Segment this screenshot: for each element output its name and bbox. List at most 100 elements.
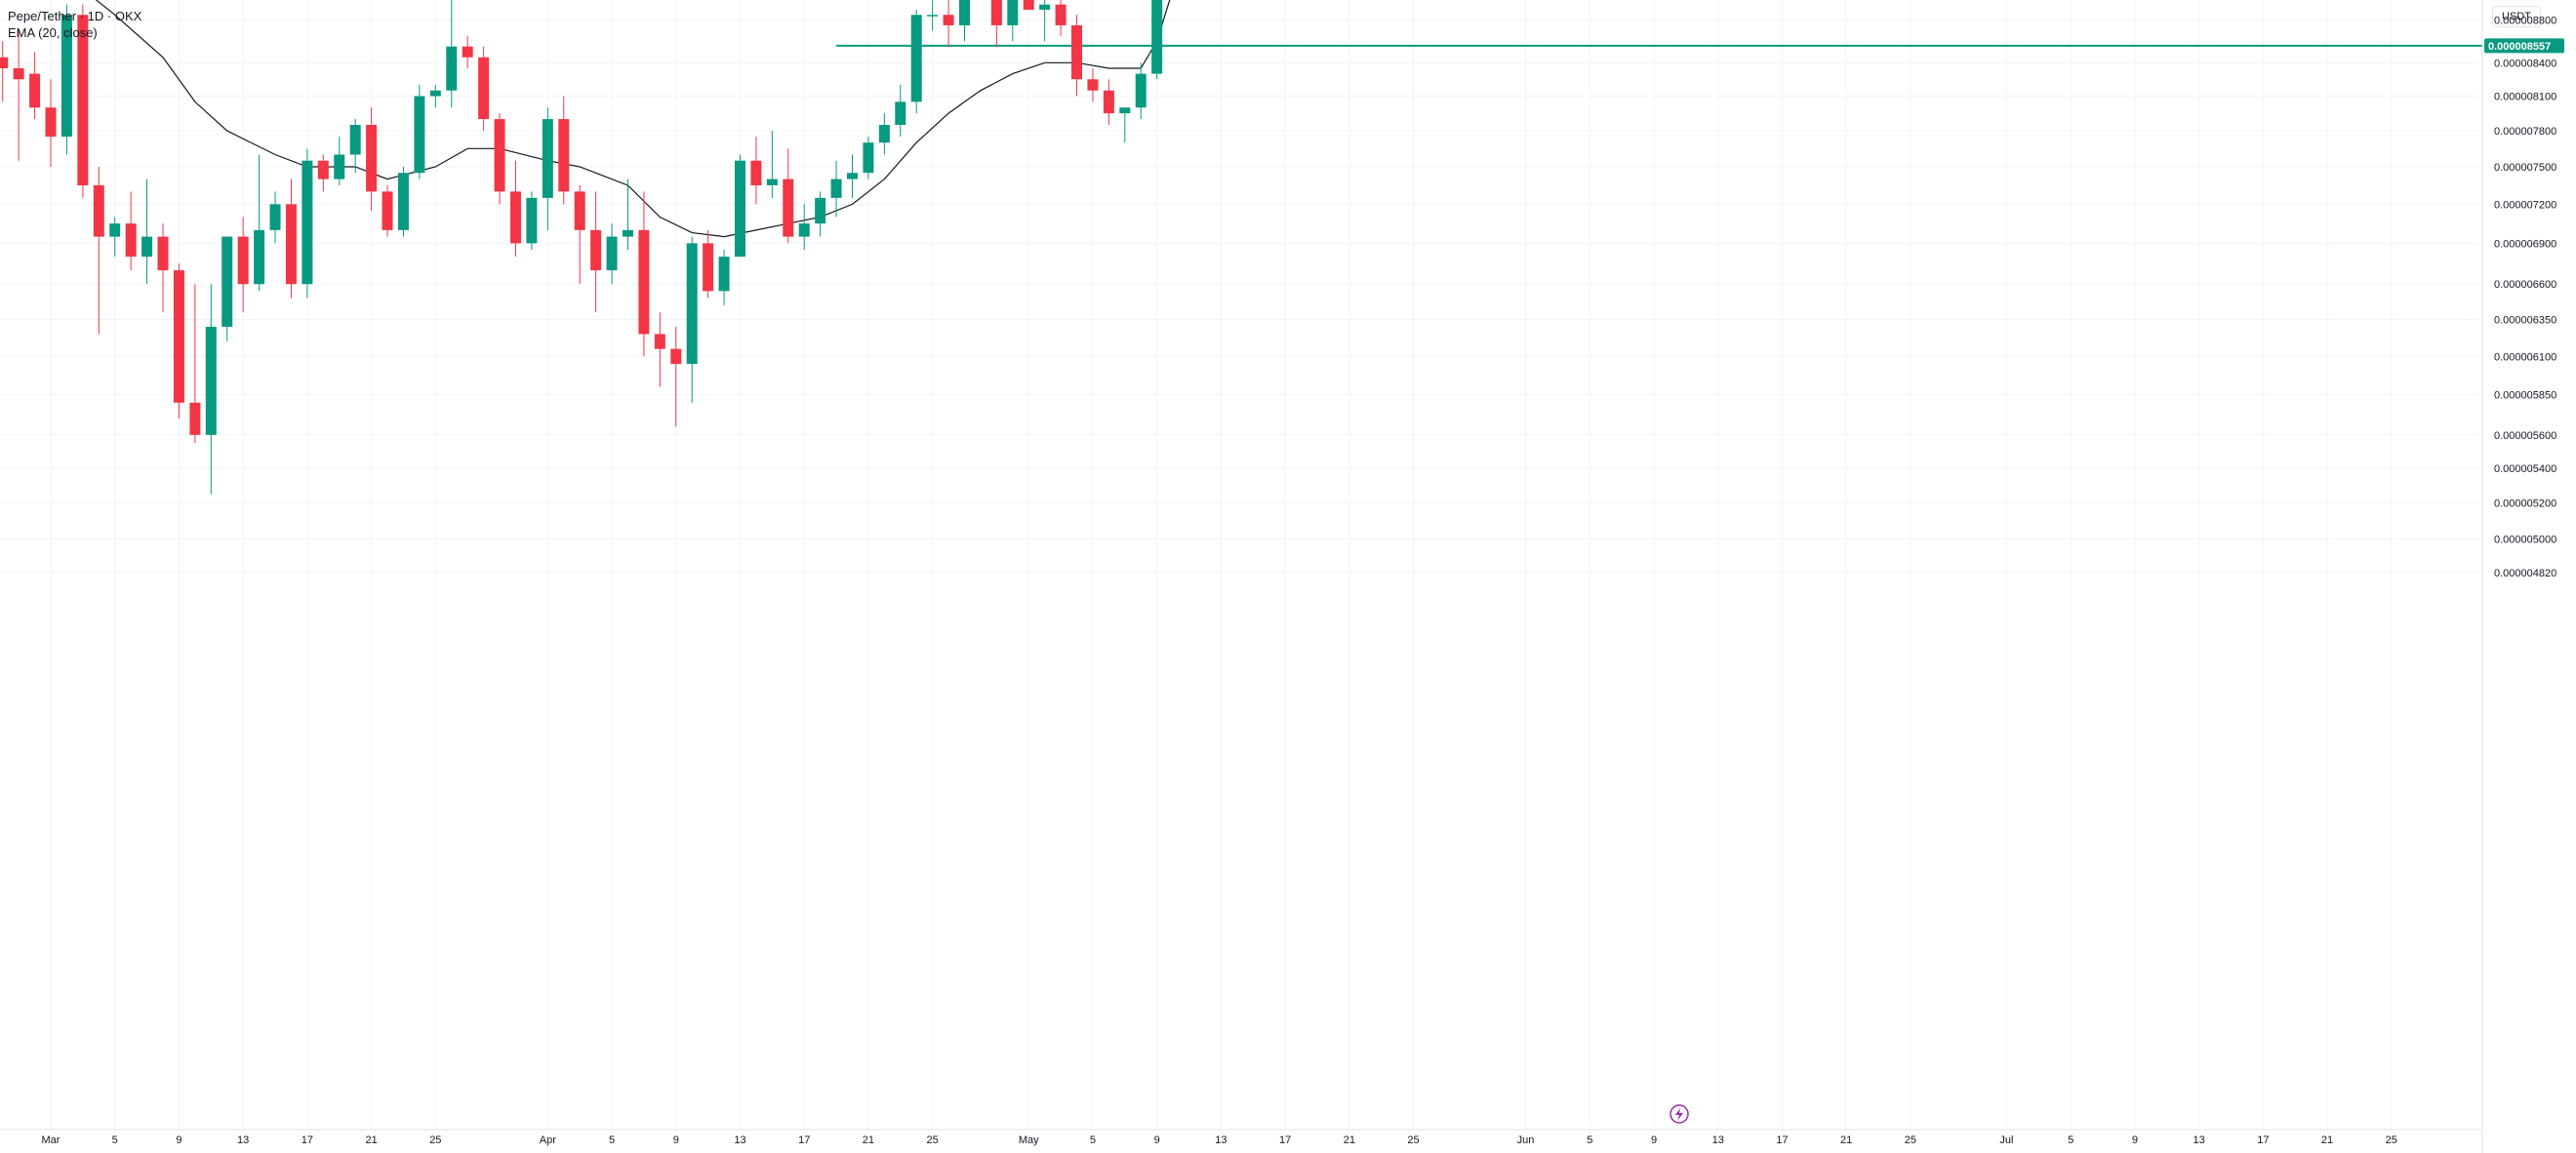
indicator-label[interactable]: EMA (20, close) [8,25,98,40]
candle-body [0,57,9,68]
candle[interactable] [606,223,618,285]
candle[interactable] [29,52,41,120]
candle[interactable] [670,326,682,427]
y-tick-label: 0.000006900 [2494,238,2556,250]
candle[interactable] [1055,0,1067,36]
candle[interactable] [542,107,553,230]
candle[interactable] [1023,0,1034,10]
x-tick-label: 25 [927,1134,939,1146]
candle[interactable] [847,154,858,198]
candle[interactable] [1087,67,1099,102]
candle[interactable] [878,113,890,155]
candle[interactable] [703,229,714,298]
candle[interactable] [1151,0,1163,80]
candle[interactable] [990,0,1002,47]
candle[interactable] [77,4,89,198]
candle[interactable] [205,284,217,495]
candle[interactable] [173,263,184,419]
candle[interactable] [1103,79,1114,126]
candle[interactable] [654,312,665,387]
candle-body [1071,24,1083,80]
candle[interactable] [366,107,378,211]
candle[interactable] [141,179,153,285]
candle-body [798,223,810,237]
candle-body [686,243,698,365]
candle[interactable] [750,137,762,205]
candle[interactable] [462,35,473,68]
candle[interactable] [927,0,939,31]
candle[interactable] [349,119,361,174]
candle[interactable] [13,30,24,161]
y-tick-label: 0.000006350 [2494,315,2556,327]
candle[interactable] [382,184,393,237]
candle[interactable] [334,137,345,185]
candle[interactable] [254,154,265,292]
candle[interactable] [798,204,810,251]
candle[interactable] [574,184,585,285]
candle[interactable] [558,96,570,205]
x-tick-label: 5 [609,1134,615,1146]
candle[interactable] [317,154,329,192]
candle[interactable] [526,191,538,251]
candle[interactable] [1007,0,1019,42]
candle[interactable] [157,223,169,313]
candle[interactable] [622,179,633,251]
candles [0,0,1163,495]
candle-body [750,160,762,185]
candle[interactable] [509,160,521,258]
candle[interactable] [221,236,233,342]
candle[interactable] [1071,15,1083,97]
candle[interactable] [60,4,72,155]
ema-line[interactable] [3,0,1686,238]
candle[interactable] [109,217,121,258]
candle[interactable] [429,85,441,108]
horizontal-lines [836,44,2482,47]
candle[interactable] [910,9,922,114]
x-tick-label: 25 [1905,1134,1916,1146]
symbol-title[interactable]: Pepe/Tether · 1D · OKX [8,9,142,23]
candle[interactable] [638,191,650,357]
x-tick-label: 17 [1279,1134,1291,1146]
candle[interactable] [414,85,425,179]
candle-body [1039,4,1051,10]
currency-selector[interactable]: USDT [2492,6,2541,27]
candle[interactable] [397,166,409,237]
candle[interactable] [1135,62,1147,120]
candle[interactable] [45,79,57,167]
candle[interactable] [237,217,249,313]
candle[interactable] [590,191,602,313]
y-tick-label: 0.000005200 [2494,498,2556,510]
candle[interactable] [302,148,313,298]
candle[interactable] [125,191,137,271]
candle[interactable] [783,148,794,244]
candle[interactable] [1119,107,1131,143]
candle[interactable] [815,191,826,237]
candle[interactable] [269,191,281,244]
y-tick-label: 0.000005850 [2494,390,2556,402]
candle-body [959,0,971,25]
candle[interactable] [494,113,505,205]
candle[interactable] [895,85,906,138]
candle[interactable] [0,41,9,102]
candle-body [766,179,778,185]
candle[interactable] [766,131,778,198]
candle[interactable] [830,160,842,218]
candle[interactable] [189,284,201,444]
candle[interactable] [478,46,490,132]
candle[interactable] [959,0,971,42]
candle[interactable] [734,154,745,258]
candle[interactable] [285,179,297,298]
candle[interactable] [93,166,104,335]
x-tick-label: 25 [2386,1134,2397,1146]
candle[interactable] [446,0,458,108]
candle-body [1023,0,1034,10]
candle[interactable] [863,137,874,179]
candle[interactable] [718,250,730,305]
candle-body [783,179,794,237]
x-tick-label: 17 [302,1134,313,1146]
candle[interactable] [1039,0,1051,42]
candle[interactable] [686,236,698,403]
ema-layer [3,0,1686,238]
candle[interactable] [943,0,954,47]
